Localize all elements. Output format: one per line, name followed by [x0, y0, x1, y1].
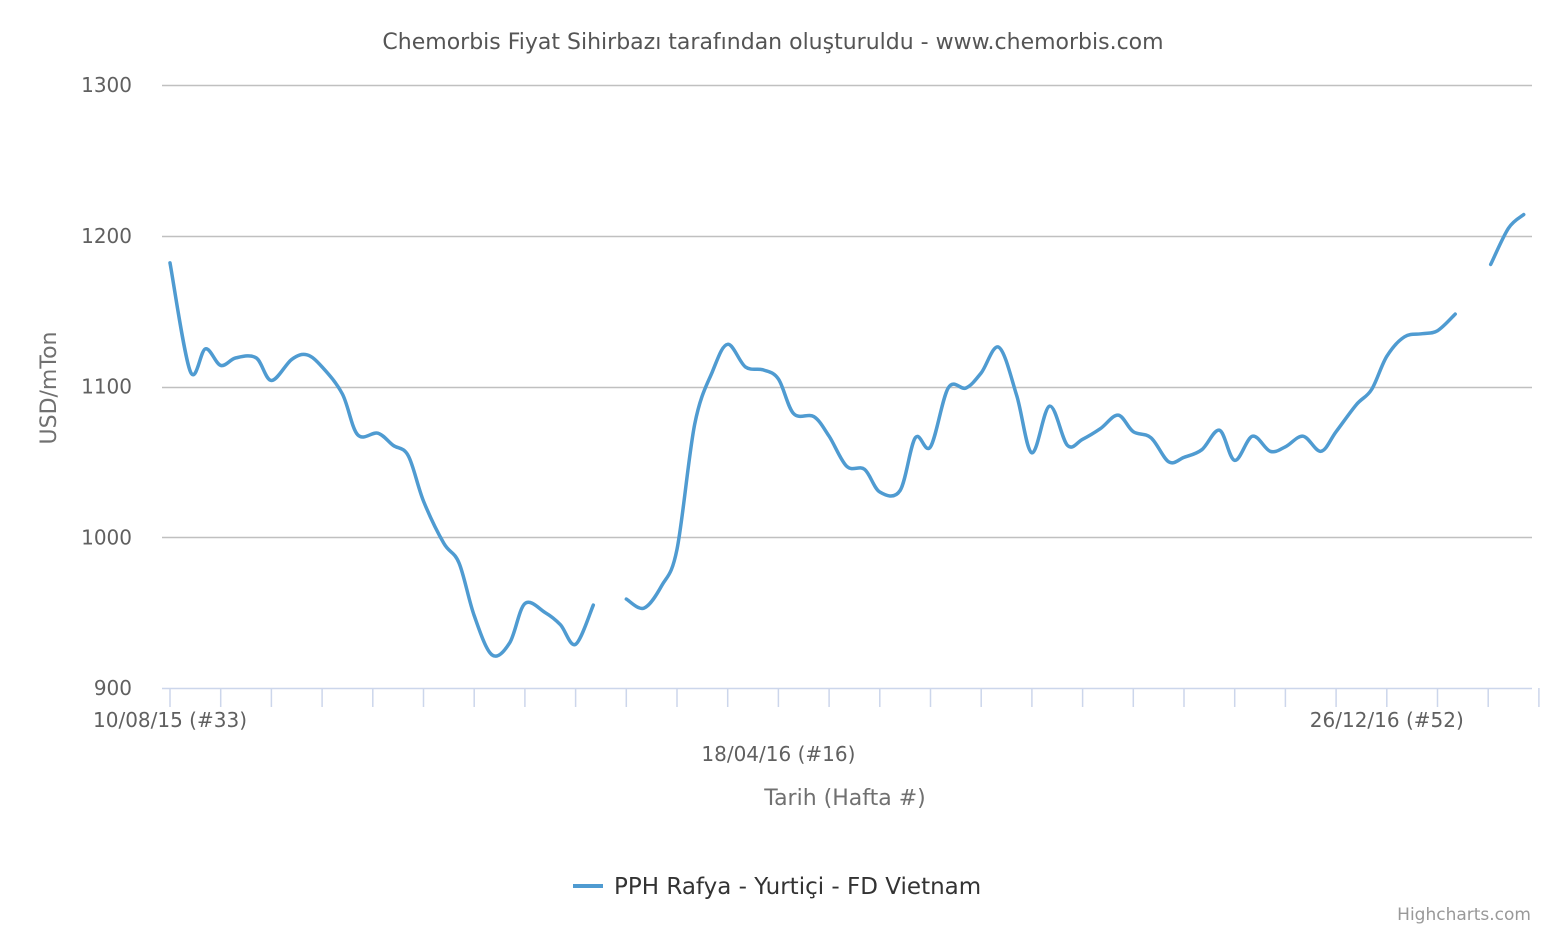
y-axis-labels: 900 1000 1100 1200 1300 [81, 73, 132, 700]
x-axis-labels: 10/08/15 (#33) 18/04/16 (#16) 26/12/16 (#5… [93, 708, 1464, 766]
series-line-segment-2[interactable] [1488, 212, 1526, 267]
y-axis-title: USD/mTon [37, 332, 62, 445]
x-tick-label-0: 10/08/15 (#33) [93, 708, 247, 732]
series-layer [168, 212, 1526, 658]
series-line-segment-0[interactable] [168, 261, 596, 658]
credits-link[interactable]: Highcharts.com [1397, 905, 1531, 925]
x-tick-label-24: 26/12/16 (#52) [1310, 708, 1464, 732]
gridlines [162, 84, 1532, 539]
x-axis-ticks [169, 688, 1540, 707]
legend-label[interactable]: PPH Rafya - Yurtiçi - FD Vietnam [614, 874, 981, 900]
y-tick-label-900: 900 [94, 676, 132, 700]
x-tick-label-12: 18/04/16 (#16) [701, 742, 855, 766]
legend[interactable]: PPH Rafya - Yurtiçi - FD Vietnam [573, 874, 981, 900]
y-tick-label-1300: 1300 [81, 73, 132, 97]
series-line-segment-1[interactable] [624, 312, 1457, 611]
y-tick-label-1000: 1000 [81, 525, 132, 549]
y-tick-label-1200: 1200 [81, 224, 132, 248]
y-tick-label-1100: 1100 [81, 375, 132, 399]
x-axis-title: Tarih (Hafta #) [763, 786, 925, 811]
chart-title: Chemorbis Fiyat Sihirbazı tarafından olu… [382, 30, 1163, 55]
